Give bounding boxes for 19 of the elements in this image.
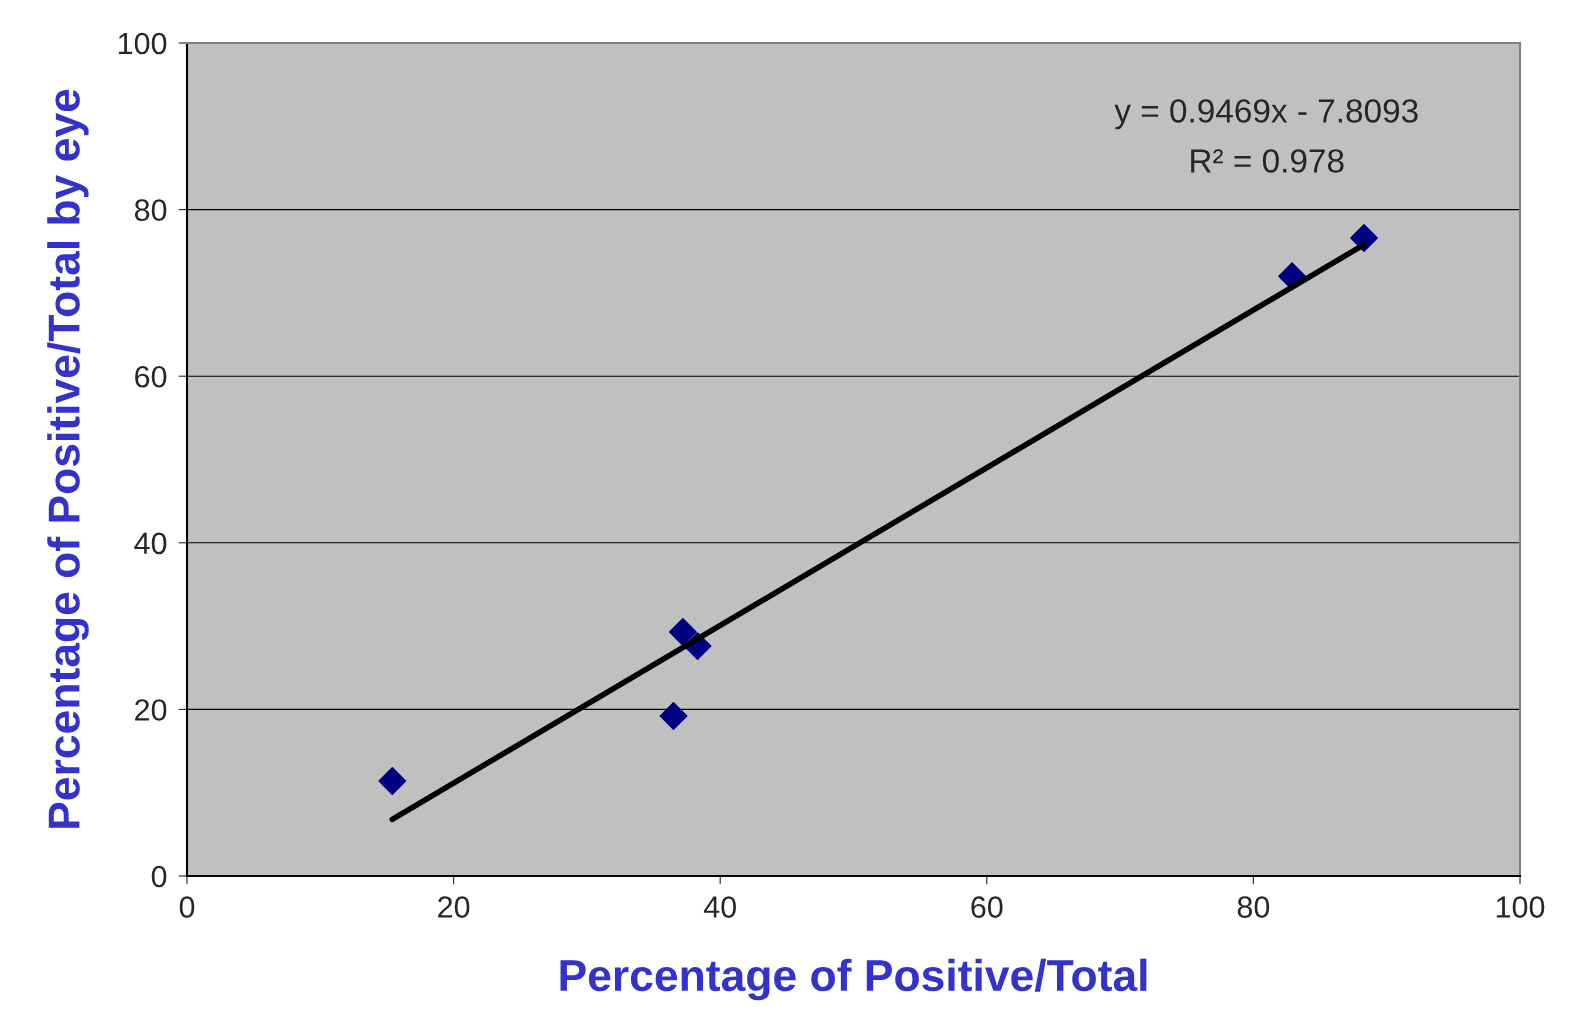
y-tick-label: 80 — [134, 199, 167, 221]
x-tick-label: 100 — [1496, 896, 1545, 918]
x-tick-label: 80 — [1237, 896, 1270, 918]
x-tick-label: 40 — [703, 896, 736, 918]
x-tick-label: 60 — [971, 896, 1003, 918]
point — [659, 702, 688, 730]
y-tick-label: 100 — [118, 32, 167, 55]
point — [668, 618, 697, 646]
x-tick-label: 20 — [438, 896, 470, 918]
x-tick-label: 0 — [179, 896, 195, 918]
point — [378, 767, 407, 795]
x-axis-title: Percentage of Positive/Total — [560, 958, 1147, 1001]
annotation: y = 0.9469x - 7.8093 — [1114, 99, 1418, 130]
y-tick-label: 40 — [134, 532, 167, 555]
y-tick-label: 20 — [135, 699, 167, 721]
y-axis-title: Percentage of Positive/Total by eye — [47, 89, 89, 828]
annotation: R² = 0.978 — [1191, 149, 1344, 173]
y-tick-label: 0 — [151, 865, 167, 888]
y-tick-label: 60 — [135, 365, 167, 388]
